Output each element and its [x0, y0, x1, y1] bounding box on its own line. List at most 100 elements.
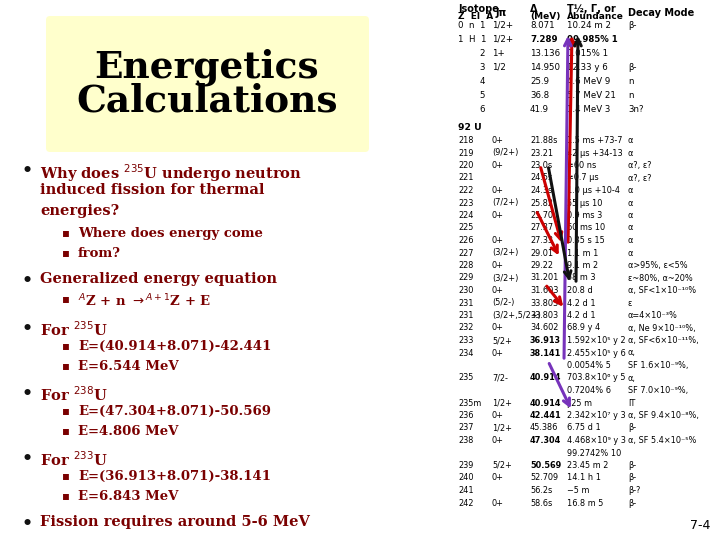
- Text: Decay Mode: Decay Mode: [628, 8, 694, 18]
- Text: 99.985% 1: 99.985% 1: [567, 35, 618, 44]
- Text: β-: β-: [628, 63, 636, 72]
- Text: 4.2 d 1: 4.2 d 1: [567, 311, 595, 320]
- Text: 235: 235: [458, 374, 473, 382]
- Text: 23.0s: 23.0s: [530, 161, 552, 170]
- Text: 231: 231: [458, 299, 474, 307]
- Text: (3/2+): (3/2+): [492, 273, 518, 282]
- Text: 228: 228: [458, 261, 473, 270]
- Text: α?, ε?: α?, ε?: [628, 173, 652, 183]
- Text: 41.9: 41.9: [530, 105, 549, 114]
- Text: 36.8: 36.8: [530, 91, 549, 100]
- Text: 40.914: 40.914: [530, 374, 562, 382]
- Text: 6.75 d 1: 6.75 d 1: [567, 423, 600, 433]
- Text: 8.071: 8.071: [530, 21, 554, 30]
- Text: IT: IT: [628, 399, 635, 408]
- Text: 42 μs +34-13: 42 μs +34-13: [567, 148, 623, 158]
- Text: 240: 240: [458, 474, 474, 483]
- Text: α=4×10⁻³%: α=4×10⁻³%: [628, 311, 678, 320]
- Text: 4.6 MeV 9: 4.6 MeV 9: [567, 77, 611, 86]
- Text: E=(36.913+8.071)-38.141: E=(36.913+8.071)-38.141: [78, 470, 271, 483]
- Text: 31.201: 31.201: [530, 273, 559, 282]
- Text: 12.33 y 6: 12.33 y 6: [567, 63, 608, 72]
- Text: For $^{238}$U: For $^{238}$U: [40, 385, 107, 404]
- Text: 1/2+: 1/2+: [492, 35, 513, 44]
- Text: 38.141: 38.141: [530, 348, 562, 357]
- Text: 14.1 h 1: 14.1 h 1: [567, 474, 601, 483]
- Text: 0+: 0+: [492, 261, 504, 270]
- Text: 0+: 0+: [492, 286, 504, 295]
- Text: •: •: [22, 385, 33, 403]
- Text: 241: 241: [458, 486, 474, 495]
- Text: ▪: ▪: [62, 292, 70, 305]
- Text: For $^{233}$U: For $^{233}$U: [40, 450, 107, 469]
- Text: α: α: [628, 236, 634, 245]
- Text: 1+: 1+: [492, 49, 505, 58]
- Text: Fission requires around 5-6 MeV: Fission requires around 5-6 MeV: [40, 515, 310, 529]
- Text: from?: from?: [78, 247, 121, 260]
- Text: SF 7.0×10⁻⁹%,: SF 7.0×10⁻⁹%,: [628, 386, 688, 395]
- Text: 5.7 MeV 21: 5.7 MeV 21: [567, 91, 616, 100]
- Text: (5/2-): (5/2-): [492, 299, 514, 307]
- Text: n: n: [628, 77, 634, 86]
- Text: ▪: ▪: [62, 424, 70, 437]
- FancyBboxPatch shape: [46, 16, 369, 152]
- Text: 232: 232: [458, 323, 473, 333]
- Text: 239: 239: [458, 461, 473, 470]
- Text: 6: 6: [458, 105, 485, 114]
- Text: β-?: β-?: [628, 486, 640, 495]
- Text: 47.304: 47.304: [530, 436, 562, 445]
- Text: 231: 231: [458, 311, 474, 320]
- Text: 23.21: 23.21: [530, 148, 553, 158]
- Text: 242: 242: [458, 498, 474, 508]
- Text: ≠0.7 μs: ≠0.7 μs: [567, 173, 598, 183]
- Text: Jπ: Jπ: [496, 8, 508, 18]
- Text: 219: 219: [458, 148, 474, 158]
- Text: 237: 237: [458, 423, 473, 433]
- Text: 703.8×10⁶ y 5: 703.8×10⁶ y 5: [567, 374, 626, 382]
- Text: α: α: [628, 199, 634, 207]
- Text: 0.35 s 15: 0.35 s 15: [567, 236, 605, 245]
- Text: 27.37: 27.37: [530, 224, 553, 233]
- Text: (3/2+,5/2+): (3/2+,5/2+): [492, 311, 541, 320]
- Text: 99.2742% 10: 99.2742% 10: [567, 449, 621, 457]
- Text: 218: 218: [458, 136, 474, 145]
- Text: $^{A}$Z + n $\rightarrow$$^{A+1}$Z + E: $^{A}$Z + n $\rightarrow$$^{A+1}$Z + E: [78, 293, 211, 309]
- Text: T½, Γ, or: T½, Γ, or: [567, 4, 616, 14]
- Text: 236: 236: [458, 411, 474, 420]
- Text: 230: 230: [458, 286, 473, 295]
- Text: 3n?: 3n?: [628, 105, 644, 114]
- Text: 0+: 0+: [492, 436, 504, 445]
- Text: 233: 233: [458, 336, 473, 345]
- Text: ε: ε: [628, 299, 632, 307]
- Text: 5: 5: [458, 91, 485, 100]
- Text: β-: β-: [628, 21, 636, 30]
- Text: 220: 220: [458, 161, 473, 170]
- Text: 40.914: 40.914: [530, 399, 562, 408]
- Text: 1/2: 1/2: [492, 63, 506, 72]
- Text: 0.015% 1: 0.015% 1: [567, 49, 608, 58]
- Text: 5/2+: 5/2+: [492, 461, 512, 470]
- Text: 0+: 0+: [492, 186, 504, 195]
- Text: 23.45 m 2: 23.45 m 2: [567, 461, 608, 470]
- Text: 7/2-: 7/2-: [492, 374, 508, 382]
- Text: 25.82: 25.82: [530, 199, 553, 207]
- Text: 4.2 d 1: 4.2 d 1: [567, 299, 595, 307]
- Text: α, SF 5.4×10⁻⁵%: α, SF 5.4×10⁻⁵%: [628, 436, 696, 445]
- Text: ▪: ▪: [62, 359, 70, 372]
- Text: 0+: 0+: [492, 323, 504, 333]
- Text: 0.0054% 5: 0.0054% 5: [567, 361, 611, 370]
- Text: α: α: [628, 136, 634, 145]
- Text: 58 m 3: 58 m 3: [567, 273, 595, 282]
- Text: 0+: 0+: [492, 348, 504, 357]
- Text: E=6.544 MeV: E=6.544 MeV: [78, 360, 179, 373]
- Text: ε~80%, α~20%: ε~80%, α~20%: [628, 273, 693, 282]
- Text: α, Ne 9×10⁻¹⁰%,: α, Ne 9×10⁻¹⁰%,: [628, 323, 696, 333]
- Text: α: α: [628, 148, 634, 158]
- Text: 60 ms 10: 60 ms 10: [567, 224, 605, 233]
- Text: n: n: [628, 91, 634, 100]
- Text: α: α: [628, 224, 634, 233]
- Text: β-: β-: [628, 474, 636, 483]
- Text: α,: α,: [628, 348, 636, 357]
- Text: 21.88s: 21.88s: [530, 136, 557, 145]
- Text: β-: β-: [628, 461, 636, 470]
